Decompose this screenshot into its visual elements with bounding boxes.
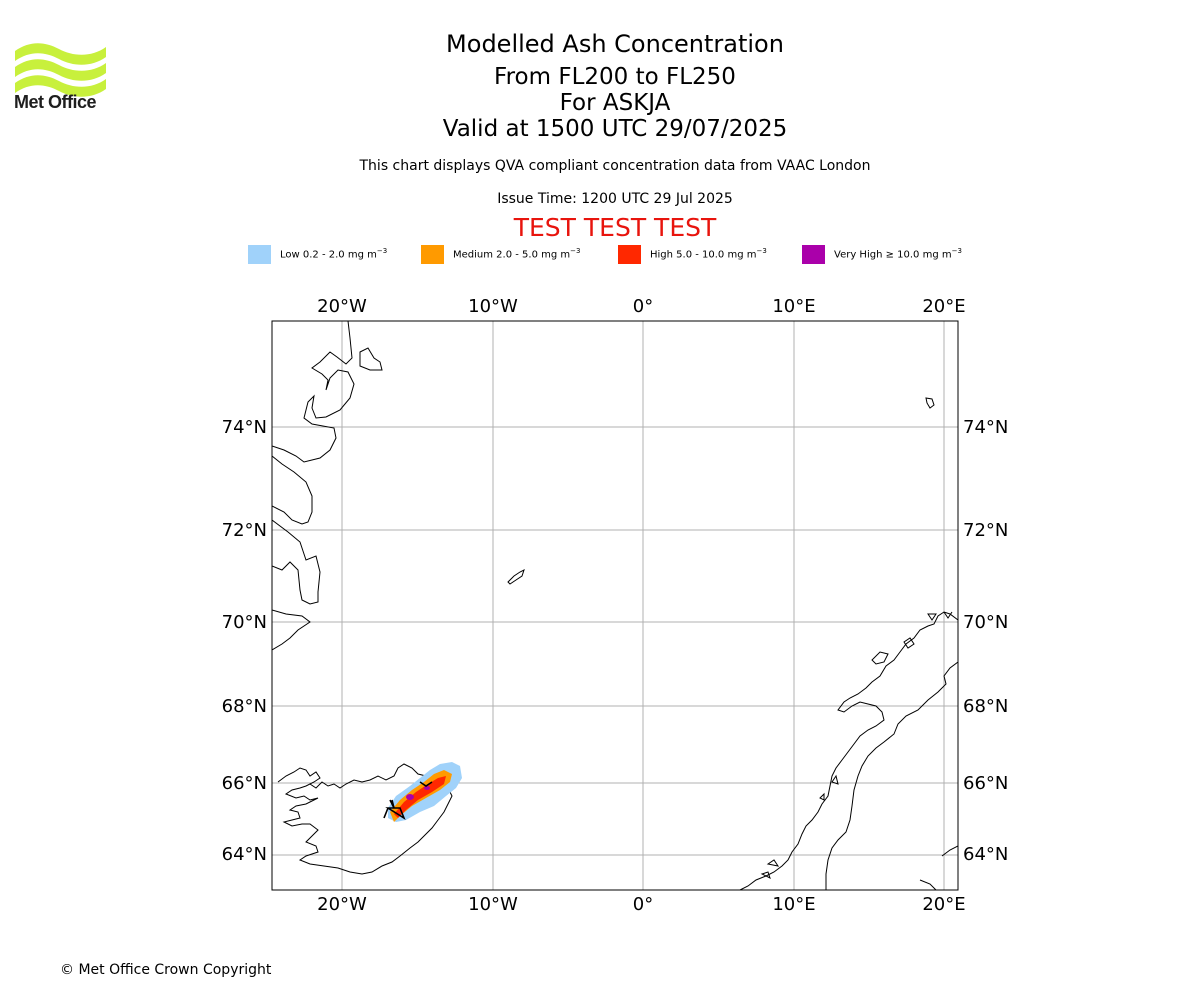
norway-coast [739,611,958,890]
lon-tick-bottom: 20°W [317,894,367,915]
legend-label-medium: Medium 2.0 - 5.0 mg m [453,249,571,261]
lat-tick-left: 66°N [222,773,267,794]
map-gridlines [272,321,958,890]
legend-label-low: Low 0.2 - 2.0 mg m [280,249,377,261]
valid-time: Valid at 1500 UTC 29/07/2025 [442,116,788,142]
chart-title: Modelled Ash Concentration [446,30,784,58]
lat-tick-left: 74°N [222,417,267,438]
lat-tick-right: 70°N [963,612,1008,633]
lat-tick-right: 66°N [963,773,1008,794]
lon-tick-bottom: 10°E [772,894,815,915]
map-frame [271,320,959,891]
lon-tick-top: 20°E [922,296,965,317]
test-banner: TEST TEST TEST [513,213,717,242]
legend-item-low: Low 0.2 - 2.0 mg m−3 [248,244,387,264]
lat-tick-left: 72°N [222,520,267,541]
volcano-marker-icon [383,781,433,820]
lat-tick-right: 68°N [963,696,1008,717]
issue-time: Issue Time: 1200 UTC 29 Jul 2025 [497,191,733,207]
legend-item-medium: Medium 2.0 - 5.0 mg m−3 [421,244,580,264]
lon-tick-bottom: 10°W [468,894,518,915]
greenland-coast [272,321,355,651]
copyright-notice: © Met Office Crown Copyright [60,962,272,978]
legend-label-very-high: Very High ≥ 10.0 mg m [834,249,952,261]
legend-swatch-very-high [802,244,825,264]
legend-item-very-high: Very High ≥ 10.0 mg m−3 [802,244,962,264]
lat-tick-left: 70°N [222,612,267,633]
met-office-logo-icon [15,43,106,97]
lon-tick-top: 10°E [772,296,815,317]
iceland-coast [277,763,453,875]
lat-tick-left: 64°N [222,844,267,865]
ash-plume [383,762,462,822]
flight-level-range: From FL200 to FL250 [494,64,736,90]
legend-label-high: High 5.0 - 10.0 mg m [650,249,757,261]
lon-tick-bottom: 0° [633,894,653,915]
volcano-name: For ASKJA [559,90,671,116]
ash-very-high-contour [406,786,430,800]
lon-tick-top: 0° [633,296,653,317]
lon-tick-top: 10°W [468,296,518,317]
lat-tick-left: 68°N [222,696,267,717]
lat-tick-right: 64°N [963,844,1008,865]
lon-tick-bottom: 20°E [922,894,965,915]
lat-tick-right: 72°N [963,520,1008,541]
lat-tick-right: 74°N [963,417,1008,438]
ash-high-contour [394,776,446,818]
legend-item-high: High 5.0 - 10.0 mg m−3 [618,244,767,264]
lon-tick-top: 20°W [317,296,367,317]
chart-description: This chart displays QVA compliant concen… [359,158,871,174]
coastlines [272,321,958,890]
logo-text: Met Office [14,92,97,112]
legend-swatch-low [248,244,271,264]
legend-swatch-high [618,244,641,264]
jan-mayen-coast [507,569,525,585]
legend-swatch-medium [421,244,444,264]
